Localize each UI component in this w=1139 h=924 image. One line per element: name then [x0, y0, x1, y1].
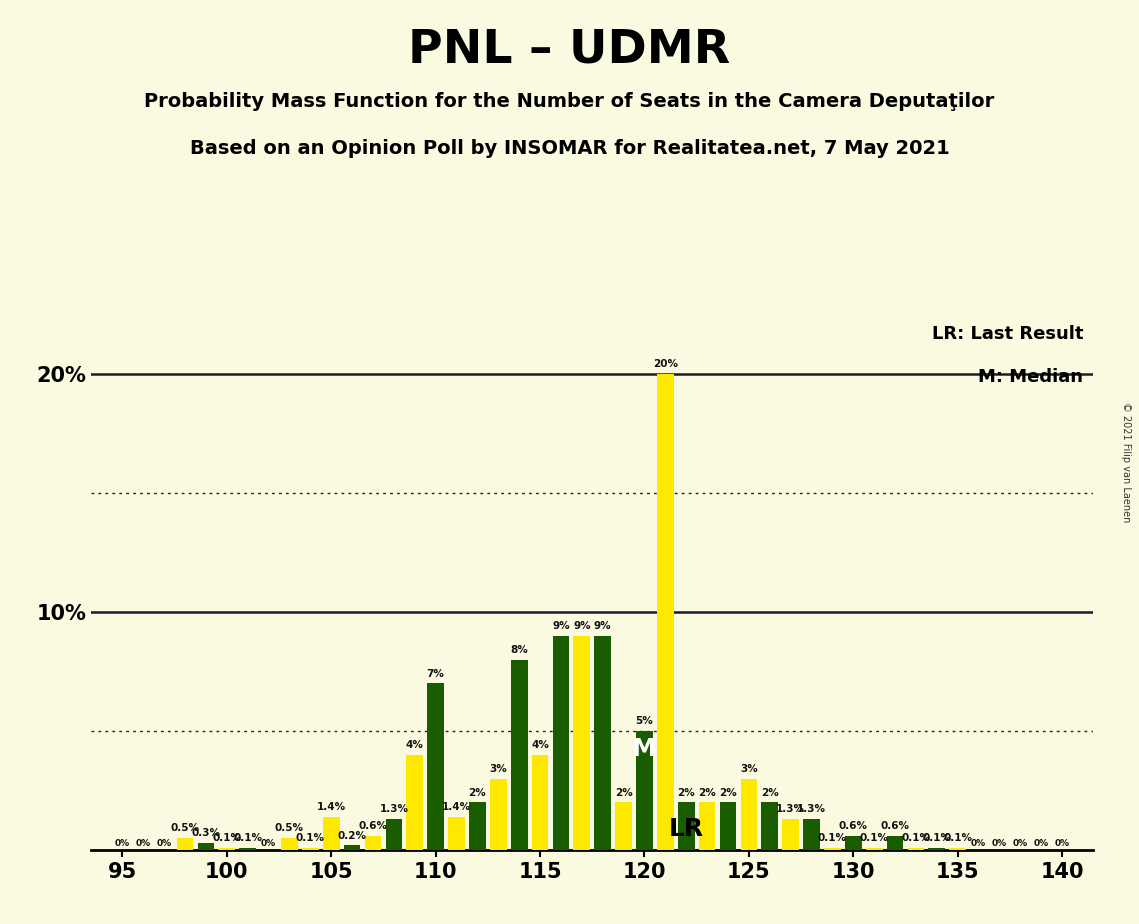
Bar	[803, 819, 820, 850]
Text: 0.1%: 0.1%	[233, 833, 262, 843]
Text: 0.1%: 0.1%	[923, 833, 951, 843]
Text: 1.3%: 1.3%	[797, 805, 826, 814]
Text: 2%: 2%	[719, 787, 737, 797]
Bar	[449, 817, 465, 850]
Text: 0.1%: 0.1%	[296, 833, 325, 843]
Text: 0%: 0%	[1034, 839, 1049, 847]
Text: 0.6%: 0.6%	[880, 821, 910, 831]
Bar	[344, 845, 360, 850]
Text: 3%: 3%	[740, 764, 757, 774]
Text: 0.5%: 0.5%	[171, 823, 199, 833]
Text: 0%: 0%	[972, 839, 986, 847]
Bar	[469, 802, 485, 850]
Text: 0.6%: 0.6%	[359, 821, 387, 831]
Bar	[866, 847, 883, 850]
Text: LR: Last Result: LR: Last Result	[932, 325, 1083, 343]
Text: 2%: 2%	[761, 787, 779, 797]
Text: 0%: 0%	[261, 839, 276, 847]
Text: 5%: 5%	[636, 716, 654, 726]
Bar	[950, 847, 966, 850]
Text: 2%: 2%	[615, 787, 632, 797]
Bar	[845, 836, 862, 850]
Text: Probability Mass Function for the Number of Seats in the Camera Deputaţilor: Probability Mass Function for the Number…	[145, 92, 994, 112]
Text: © 2021 Filip van Laenen: © 2021 Filip van Laenen	[1121, 402, 1131, 522]
Text: 1.3%: 1.3%	[379, 805, 409, 814]
Bar	[552, 636, 570, 850]
Bar	[615, 802, 632, 850]
Text: 3%: 3%	[490, 764, 507, 774]
Bar	[782, 819, 800, 850]
Bar	[720, 802, 737, 850]
Bar	[740, 779, 757, 850]
Bar	[928, 847, 945, 850]
Text: 9%: 9%	[593, 621, 612, 631]
Text: 9%: 9%	[552, 621, 570, 631]
Text: 4%: 4%	[405, 740, 424, 750]
Text: 0.5%: 0.5%	[274, 823, 304, 833]
Text: 1.4%: 1.4%	[442, 802, 472, 812]
Text: 0%: 0%	[1055, 839, 1070, 847]
Text: 0.1%: 0.1%	[212, 833, 241, 843]
Text: PNL – UDMR: PNL – UDMR	[409, 28, 730, 73]
Text: 0.1%: 0.1%	[860, 833, 888, 843]
Bar	[364, 836, 382, 850]
Bar	[887, 836, 903, 850]
Bar	[490, 779, 507, 850]
Text: M: Median: M: Median	[978, 368, 1083, 385]
Bar	[323, 817, 339, 850]
Text: M: M	[632, 736, 657, 760]
Text: 9%: 9%	[573, 621, 591, 631]
Text: 2%: 2%	[698, 787, 716, 797]
Text: 0.6%: 0.6%	[838, 821, 868, 831]
Bar	[385, 819, 402, 850]
Text: 0.1%: 0.1%	[943, 833, 973, 843]
Bar	[281, 838, 298, 850]
Bar	[427, 684, 444, 850]
Bar	[574, 636, 590, 850]
Bar	[908, 847, 925, 850]
Text: 0%: 0%	[115, 839, 130, 847]
Text: 0.3%: 0.3%	[191, 828, 221, 838]
Bar	[532, 755, 549, 850]
Bar	[825, 847, 841, 850]
Bar	[177, 838, 194, 850]
Bar	[657, 373, 674, 850]
Text: 0%: 0%	[1013, 839, 1027, 847]
Bar	[239, 847, 256, 850]
Text: 8%: 8%	[510, 645, 528, 655]
Text: 0%: 0%	[136, 839, 150, 847]
Text: LR: LR	[669, 817, 704, 841]
Bar	[637, 731, 653, 850]
Bar	[302, 847, 319, 850]
Text: 2%: 2%	[678, 787, 695, 797]
Text: 20%: 20%	[653, 359, 678, 369]
Text: 4%: 4%	[531, 740, 549, 750]
Text: 7%: 7%	[427, 669, 444, 678]
Text: 2%: 2%	[468, 787, 486, 797]
Bar	[699, 802, 715, 850]
Text: 0%: 0%	[157, 839, 172, 847]
Text: 0.1%: 0.1%	[901, 833, 931, 843]
Text: 1.3%: 1.3%	[776, 805, 805, 814]
Text: 0.1%: 0.1%	[818, 833, 847, 843]
Text: 0.2%: 0.2%	[337, 831, 367, 841]
Bar	[678, 802, 695, 850]
Bar	[219, 847, 236, 850]
Bar	[762, 802, 778, 850]
Bar	[198, 843, 214, 850]
Bar	[595, 636, 612, 850]
Bar	[511, 660, 527, 850]
Text: 1.4%: 1.4%	[317, 802, 346, 812]
Bar	[407, 755, 424, 850]
Text: Based on an Opinion Poll by INSOMAR for Realitatea.net, 7 May 2021: Based on an Opinion Poll by INSOMAR for …	[189, 139, 950, 158]
Text: 0%: 0%	[992, 839, 1007, 847]
